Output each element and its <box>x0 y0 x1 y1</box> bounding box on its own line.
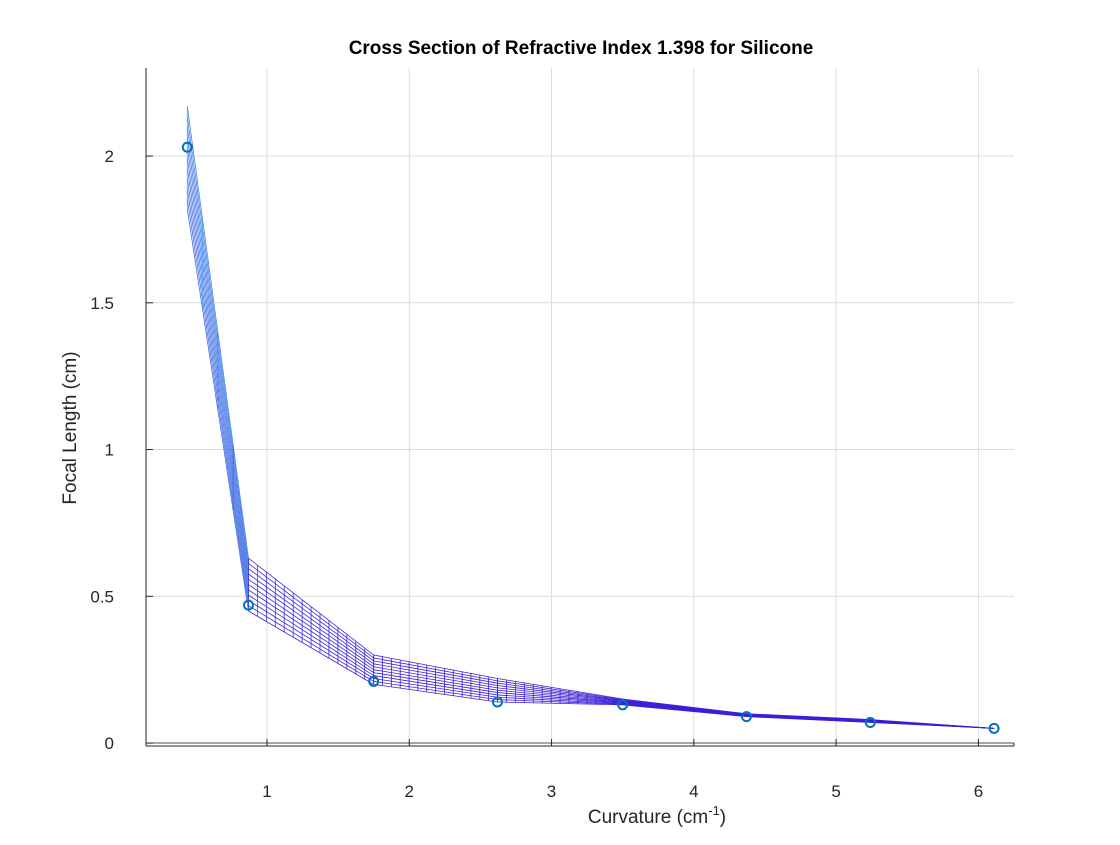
y-tick-label-2: 1 <box>105 441 114 460</box>
chart-title: Cross Section of Refractive Index 1.398 … <box>349 38 814 59</box>
data-point-0-7 <box>988 722 1000 734</box>
data-point-0-5 <box>740 711 752 723</box>
x-tick-label-2: 3 <box>547 782 556 801</box>
data-point-0-2 <box>368 675 380 687</box>
x-tick-label-5: 6 <box>974 782 983 801</box>
data-point-0-3 <box>491 696 503 708</box>
axes <box>145 68 1015 747</box>
mesh-row-4-10 <box>622 698 747 715</box>
x-tick-label-1: 2 <box>405 782 414 801</box>
y-axis-label: Focal Length (cm) <box>60 351 81 504</box>
y-tick-label-1: 0.5 <box>90 587 114 606</box>
data-point-0-0 <box>181 141 193 153</box>
x-axis-label-superscript: -1 <box>708 803 720 818</box>
y-tick-label-3: 1.5 <box>90 294 114 313</box>
x-tick-label-4: 5 <box>831 782 840 801</box>
y-tick-label-4: 2 <box>105 147 114 166</box>
x-tick-label-0: 1 <box>262 782 271 801</box>
x-tick-label-3: 4 <box>689 782 698 801</box>
tick-labels: 1 2 3 4 5 6 0 0.5 1 1.5 2 <box>90 147 983 801</box>
data-point-0-1 <box>242 599 254 611</box>
data-point-0-6 <box>864 717 876 729</box>
y-tick-label-0: 0 <box>105 734 114 753</box>
data-points <box>181 141 1000 734</box>
mesh-row-0-10 <box>186 106 249 559</box>
surface-mesh <box>186 106 995 729</box>
x-axis-label-end: ) <box>720 807 726 828</box>
x-axis-label: Curvature (cm-1) <box>588 803 726 828</box>
data-point-0-4 <box>617 699 629 711</box>
x-axis-label-main: Curvature (cm <box>588 807 708 828</box>
